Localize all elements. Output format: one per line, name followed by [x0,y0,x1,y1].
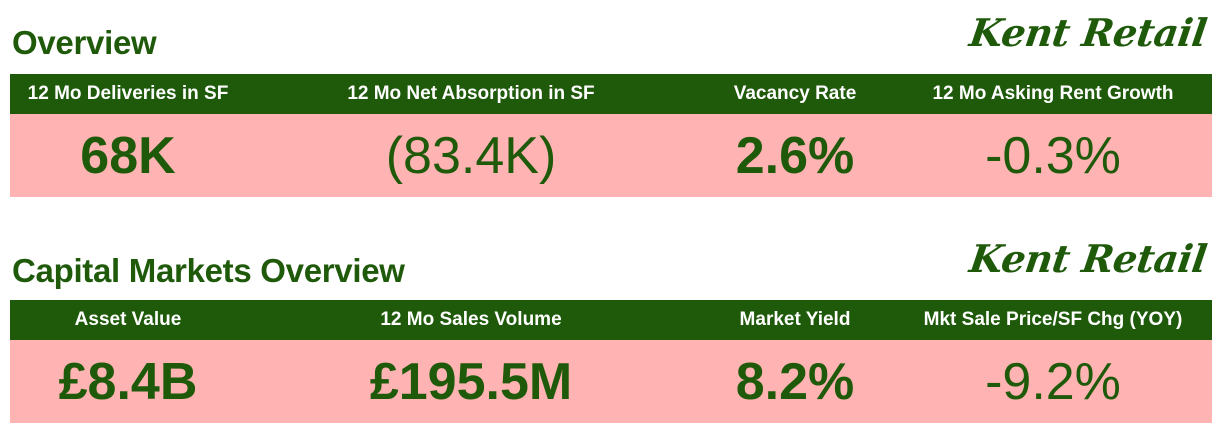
asking-rent-growth-value: -0.3% [985,126,1121,185]
metrics-header-row: Asset Value 12 Mo Sales Volume Market Yi… [10,300,1212,340]
vacancy-rate-value: 2.6% [735,126,855,185]
section-title: Overview [12,24,157,61]
column-header: Mkt Sale Price/SF Chg (YOY) [923,309,1183,330]
column-header: Market Yield [739,309,851,330]
overview-metrics-table: 12 Mo Deliveries in SF 12 Mo Net Absorpt… [10,74,1212,197]
deliveries-value: 68K [80,126,176,185]
metrics-value-row: £8.4B £195.5M 8.2% -9.2% [10,340,1212,423]
metrics-value-row: 68K (83.4K) 2.6% -0.3% [10,114,1212,197]
capital-markets-section: Capital Markets Overview Kent Retail Ass… [0,226,1222,444]
column-header: 12 Mo Net Absorption in SF [347,83,595,104]
market-yield-value: 8.2% [735,352,855,411]
overview-section: Overview Kent Retail 12 Mo Deliveries in… [0,0,1222,205]
brand-logo: Kent Retail [966,10,1210,55]
net-absorption-value: (83.4K) [385,126,557,185]
asset-value: £8.4B [58,352,198,411]
metrics-header-row: 12 Mo Deliveries in SF 12 Mo Net Absorpt… [10,74,1212,114]
column-header: 12 Mo Asking Rent Growth [932,83,1174,104]
column-header: 12 Mo Sales Volume [380,309,562,330]
column-header: Asset Value [74,309,182,330]
capital-markets-metrics-table: Asset Value 12 Mo Sales Volume Market Yi… [10,300,1212,423]
column-header: 12 Mo Deliveries in SF [27,83,229,104]
section-title: Capital Markets Overview [12,252,405,289]
sale-price-change-value: -9.2% [985,352,1121,411]
column-header: Vacancy Rate [733,83,857,104]
sales-volume-value: £195.5M [369,352,573,411]
brand-logo: Kent Retail [966,236,1210,281]
